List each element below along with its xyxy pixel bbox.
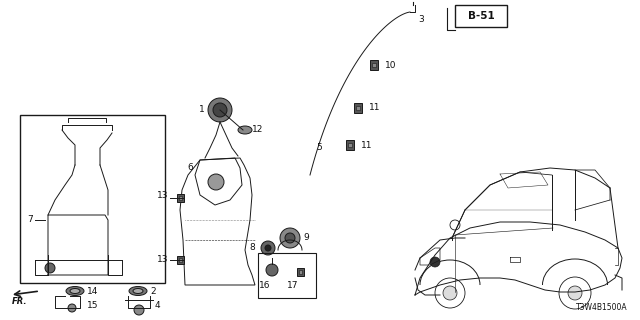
Text: FR.: FR. [12, 297, 28, 306]
Text: 15: 15 [87, 300, 99, 309]
Circle shape [435, 278, 465, 308]
Text: 11: 11 [369, 103, 381, 113]
Bar [372, 63, 376, 68]
Bar [348, 143, 352, 148]
Text: 5: 5 [316, 143, 322, 153]
Text: 11: 11 [361, 140, 372, 149]
Circle shape [265, 245, 271, 251]
Circle shape [68, 304, 76, 312]
Text: 13: 13 [157, 190, 168, 199]
Bar [179, 258, 182, 262]
Circle shape [45, 263, 55, 273]
Text: 7: 7 [28, 215, 33, 225]
Text: 16: 16 [259, 281, 271, 290]
Circle shape [261, 241, 275, 255]
Circle shape [559, 277, 591, 309]
Text: 2: 2 [150, 286, 156, 295]
Ellipse shape [129, 286, 147, 295]
Text: 17: 17 [287, 281, 299, 290]
Bar [20, 115, 165, 283]
Bar [298, 270, 301, 274]
Bar [177, 194, 184, 202]
Bar [258, 253, 316, 298]
Text: 6: 6 [188, 164, 193, 172]
Text: 9: 9 [303, 234, 308, 243]
Circle shape [568, 286, 582, 300]
Text: 8: 8 [249, 244, 255, 252]
Bar [177, 256, 184, 264]
Bar [346, 140, 354, 150]
Circle shape [208, 98, 232, 122]
Circle shape [443, 286, 457, 300]
Ellipse shape [70, 289, 80, 293]
Text: 12: 12 [252, 125, 264, 134]
Circle shape [430, 257, 440, 267]
Text: 13: 13 [157, 255, 168, 265]
Text: 4: 4 [155, 300, 161, 309]
Text: 14: 14 [87, 286, 99, 295]
Bar [370, 60, 378, 70]
Circle shape [280, 228, 300, 248]
Bar [356, 106, 360, 110]
Ellipse shape [66, 286, 84, 295]
Bar [296, 268, 303, 276]
Ellipse shape [238, 126, 252, 134]
Circle shape [266, 264, 278, 276]
Ellipse shape [133, 289, 143, 293]
Bar [354, 103, 362, 113]
Text: T3W4B1500A: T3W4B1500A [577, 303, 628, 312]
Circle shape [285, 233, 295, 243]
Text: 10: 10 [385, 60, 397, 69]
Text: 1: 1 [199, 106, 205, 115]
Circle shape [450, 220, 460, 230]
Bar [455, 5, 507, 27]
Circle shape [208, 174, 224, 190]
Text: 3: 3 [418, 15, 424, 25]
Text: B-51: B-51 [468, 11, 494, 21]
Circle shape [134, 305, 144, 315]
Circle shape [213, 103, 227, 117]
Bar [179, 196, 182, 200]
